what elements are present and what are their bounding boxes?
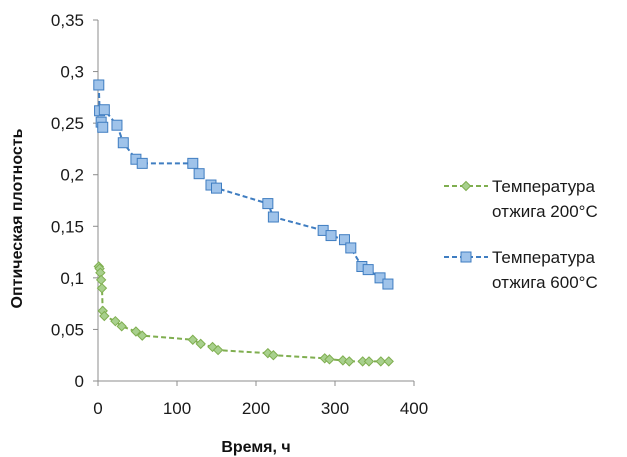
legend-item-2: Температура отжига 600°C	[444, 248, 598, 292]
y-axis-title: Оптическая плотность	[9, 128, 26, 308]
x-axis-title: Время, ч	[221, 439, 290, 456]
series-2-point	[374, 272, 386, 284]
legend-item-2-label: отжига 600°C	[492, 273, 598, 292]
series-1-point	[344, 356, 355, 367]
x-tick-label: 0	[93, 399, 102, 418]
series-1-point	[130, 326, 142, 337]
series-2	[93, 79, 394, 290]
y-tick-label: 0	[75, 372, 84, 391]
series-2-point	[98, 104, 110, 116]
series-2-point	[111, 119, 123, 131]
series-2-point	[193, 168, 205, 180]
y-ticks: 0 0,05 0,1 0,15 0,2 0,25 0,3 0,35	[51, 11, 98, 391]
axes	[97, 20, 414, 382]
series-2-point	[97, 121, 109, 133]
y-tick-label: 0,2	[60, 166, 84, 185]
y-tick-label: 0,1	[60, 269, 84, 288]
x-tick-label: 200	[242, 399, 270, 418]
series-2-point	[211, 182, 222, 194]
y-tick-label: 0,25	[51, 114, 84, 133]
legend: Температура отжига 200°C Температура отжига…	[444, 177, 598, 292]
series-1-line	[97, 266, 389, 363]
series-2-point	[362, 264, 374, 276]
series-1-point	[268, 350, 279, 361]
x-ticks: 0 100 200 300 400	[93, 381, 428, 418]
series-2-line	[97, 84, 389, 285]
series-1-point	[96, 282, 108, 294]
series-1-point	[383, 356, 394, 367]
series-1-point	[110, 315, 121, 327]
series-2-point	[136, 157, 148, 169]
legend-item-2-marker	[460, 251, 472, 263]
y-tick-label: 0,15	[51, 217, 84, 236]
legend-item-1-label: Температура	[492, 177, 596, 196]
series-1-point	[99, 310, 110, 322]
series-1	[93, 261, 394, 367]
series-2-point	[325, 230, 337, 242]
series-1-point	[212, 344, 224, 356]
legend-item-1-marker	[460, 180, 472, 192]
series-1-point	[187, 334, 199, 345]
series-1-point	[195, 338, 206, 350]
series-2-point	[267, 211, 279, 223]
series-2-point	[345, 242, 357, 254]
series-2-point	[117, 137, 129, 149]
legend-item-1-label: отжига 200°C	[492, 202, 598, 221]
series-2-point	[93, 79, 105, 91]
legend-item-1: Температура отжига 200°C	[444, 177, 598, 221]
series-1-point	[375, 356, 387, 367]
x-tick-label: 100	[163, 399, 191, 418]
x-tick-label: 400	[400, 399, 428, 418]
series-2-point	[382, 278, 394, 290]
series-2-point	[187, 157, 199, 169]
series-2-point	[262, 198, 274, 210]
series-1-point	[116, 321, 127, 332]
x-tick-label: 300	[321, 399, 349, 418]
y-tick-label: 0,05	[51, 320, 84, 339]
series-2-point	[338, 234, 350, 246]
series-1-point	[363, 356, 375, 367]
legend-item-2-label: Температура	[492, 248, 596, 267]
series-1-point	[137, 330, 148, 341]
y-tick-label: 0,35	[51, 11, 84, 30]
series-layer	[93, 79, 394, 367]
series-1-point	[324, 354, 335, 365]
series-1-point	[337, 355, 349, 366]
y-tick-label: 0,3	[60, 63, 84, 82]
